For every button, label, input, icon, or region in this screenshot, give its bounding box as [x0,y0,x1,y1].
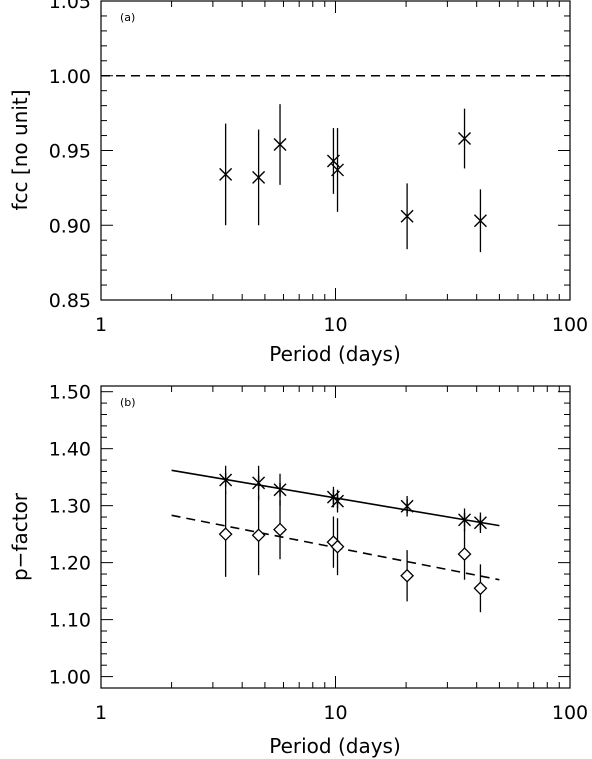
diamond-marker [330,539,345,554]
x-tick-label: 10 [323,314,347,336]
diamond-marker [473,581,488,596]
x-axis-label: Period (days) [269,734,401,758]
asterisk-marker [273,482,287,497]
diamond-marker [273,522,287,537]
diamond-marker [218,527,233,542]
y-ticks: 0.85 0.90 0.95 1.00 1.05 [49,0,570,312]
asterisk-marker [400,499,414,514]
asterisk-marker [473,515,487,530]
y-tick-label: 1.00 [49,66,91,88]
plot-frame [100,0,571,301]
x-marker [458,132,472,146]
y-tick-label: 0.90 [49,215,91,237]
x-tick-label: 10 [323,702,347,724]
y-axis-label: p−factor [8,492,32,581]
x-ticks: 1 10 100 [95,386,588,724]
y-tick-label: 1.00 [49,667,91,689]
y-ticks: 1.00 1.10 1.20 1.30 1.40 1.50 [49,382,570,689]
asterisk-marker [458,512,472,527]
x-tick-label: 100 [552,702,588,724]
y-tick-label: 0.95 [49,141,91,163]
x-marker [400,209,414,223]
x-marker [252,170,266,184]
y-tick-label: 1.20 [49,553,91,575]
x-axis-label: Period (days) [269,342,401,366]
fit-line-layer [171,469,500,581]
x-tick-label: 100 [552,314,588,336]
diamond-marker [457,547,472,562]
x-marker [219,167,233,181]
diamond-marker [251,528,266,543]
y-axis-label: fcc [no unit] [8,89,32,210]
panel-a: (a) 1 10 100 0.85 0.90 0.95 1.00 1.05 Period (… [8,0,588,366]
marks-layer [218,465,488,613]
y-tick-label: 1.30 [49,496,91,518]
fit-line-solid [171,469,500,527]
plot-frame [100,385,571,689]
y-tick-label: 1.50 [49,382,91,404]
asterisk-marker [331,494,345,509]
asterisk-marker [252,475,266,490]
y-tick-label: 0.85 [49,290,91,312]
y-tick-label: 1.05 [49,0,91,13]
x-marker [331,163,345,177]
x-ticks: 1 10 100 [95,1,588,336]
panel-label: (a) [120,11,135,24]
y-tick-label: 1.10 [49,610,91,632]
diamond-marker [400,568,415,583]
x-tick-label: 1 [95,702,107,724]
y-tick-label: 1.40 [49,439,91,461]
x-marker [473,214,487,228]
asterisk-marker [219,473,233,488]
x-marker [273,138,287,152]
marks-layer [219,104,487,253]
panel-label: (b) [120,396,136,409]
panel-b: (b) 1 10 100 1.00 1.10 1.20 1.30 1.40 1.50 Peri… [8,382,588,758]
x-tick-label: 1 [95,314,107,336]
